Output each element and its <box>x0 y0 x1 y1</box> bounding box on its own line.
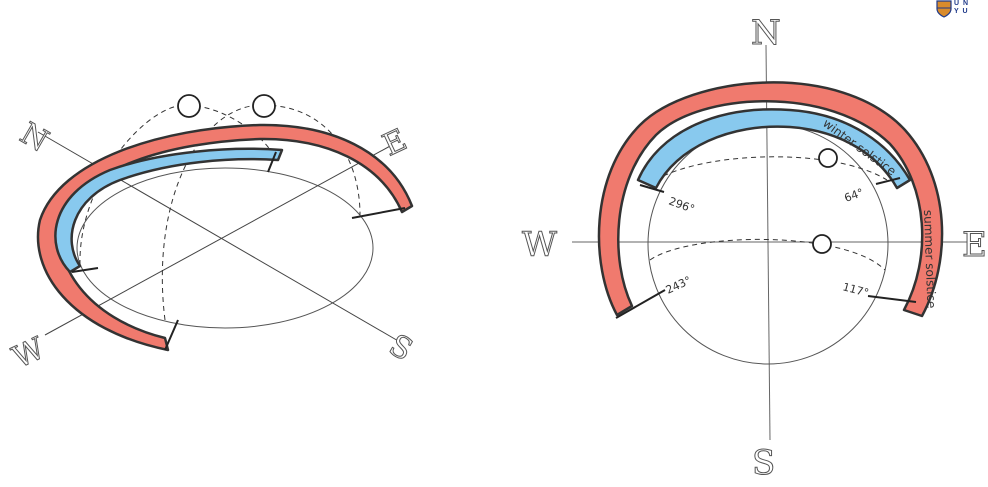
right-summer-band <box>597 81 944 318</box>
university-logo: U N Y U <box>936 0 988 22</box>
right-dashed-arc-winter <box>647 156 888 186</box>
right-label-n: N <box>751 13 781 53</box>
left-dashed-arc-2 <box>161 104 361 321</box>
right-sun-path-diagram: winter solstice summer solstice 296° 64°… <box>522 13 988 484</box>
left-sun-icon-1 <box>177 94 201 118</box>
shield-icon <box>936 0 952 18</box>
left-we-axis <box>44 144 393 336</box>
right-dashed-arc-equinox <box>649 238 886 271</box>
right-tick-ne <box>875 177 901 185</box>
right-tick-sw <box>615 289 666 319</box>
left-label-s: S <box>383 328 418 369</box>
left-sun-path-diagram: N E W S <box>7 94 419 376</box>
logo-text-line2: Y U <box>954 8 969 15</box>
right-label-e: E <box>962 225 987 265</box>
right-tick-se <box>867 295 917 303</box>
right-angle-ne: 64° <box>843 186 866 205</box>
right-angle-se: 117° <box>841 280 870 299</box>
right-angle-sw: 243° <box>664 274 694 297</box>
right-sun-icon-winter <box>818 148 838 168</box>
left-tick-e <box>267 151 277 173</box>
right-winter-band <box>636 108 912 190</box>
left-label-w: W <box>7 331 50 376</box>
right-label-s: S <box>752 443 775 482</box>
logo-text-line1: U N <box>954 0 970 7</box>
left-winter-band <box>54 147 284 274</box>
right-tick-nw <box>639 184 665 193</box>
left-label-e: E <box>378 123 413 164</box>
right-label-w: W <box>522 225 557 265</box>
left-tick-sw <box>164 319 179 351</box>
right-angle-nw: 296° <box>667 195 696 216</box>
right-summer-solstice-label: summer solstice <box>921 210 938 309</box>
left-sun-icon-2 <box>252 94 276 118</box>
left-label-n: N <box>14 116 54 159</box>
left-tick-se <box>351 207 406 219</box>
left-tick-w <box>71 267 99 273</box>
left-horizon-ellipse <box>76 167 374 329</box>
right-sun-icon-equinox <box>812 234 832 254</box>
